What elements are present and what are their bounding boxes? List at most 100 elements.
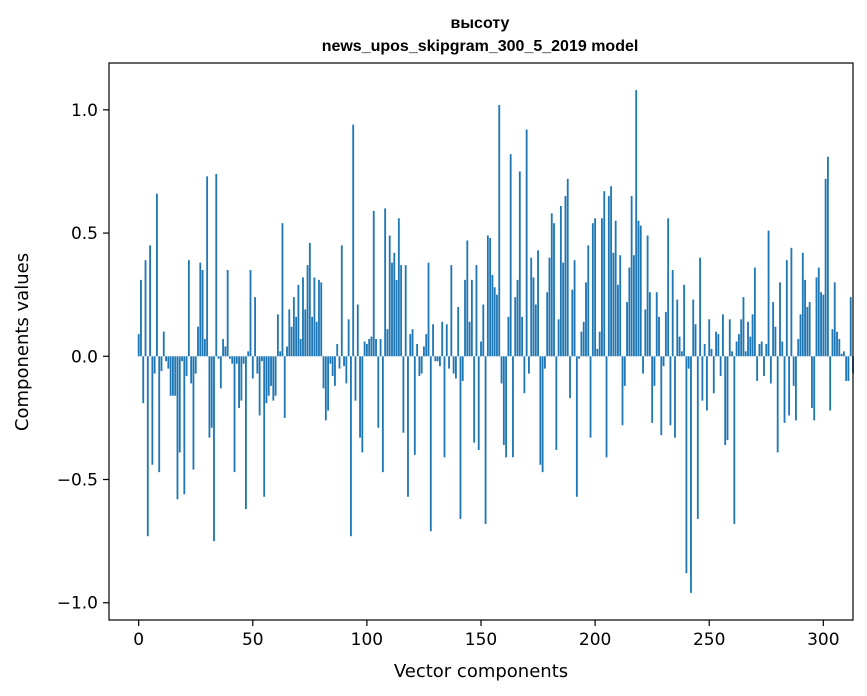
- bar-127: [427, 262, 430, 357]
- bar-161: [505, 356, 508, 458]
- bar-77: [313, 277, 316, 357]
- bar-56: [265, 356, 268, 404]
- bar-119: [409, 334, 412, 357]
- bar-183: [555, 356, 558, 450]
- bar-245: [696, 356, 699, 519]
- bar-132: [439, 356, 441, 367]
- bar-164: [512, 356, 514, 458]
- bar-92: [347, 319, 350, 357]
- bar-276: [767, 230, 770, 357]
- bar-4: [146, 356, 149, 537]
- bar-80: [320, 282, 323, 357]
- bar-34: [215, 173, 218, 357]
- bar-133: [441, 321, 444, 357]
- bar-121: [413, 356, 416, 455]
- bar-206: [607, 196, 610, 357]
- x-axis-ticks: 0 50 100 150 200 250 300: [133, 620, 840, 650]
- bar-212: [621, 356, 624, 426]
- bar-47: [245, 356, 247, 510]
- bar-157: [496, 294, 498, 357]
- bar-2: [142, 356, 145, 404]
- bar-32: [210, 356, 213, 428]
- bar-172: [530, 257, 533, 357]
- bar-125: [423, 346, 425, 357]
- bar-76: [311, 316, 314, 357]
- bar-70: [297, 284, 300, 357]
- bar-163: [509, 154, 512, 357]
- bar-10: [160, 356, 163, 372]
- bar-58: [270, 356, 272, 386]
- bar-149: [477, 356, 480, 450]
- bar-57: [267, 356, 270, 396]
- bar-18: [178, 356, 181, 453]
- bar-307: [838, 339, 841, 357]
- bar-67: [290, 326, 293, 357]
- bar-59: [272, 356, 275, 401]
- bar-174: [534, 304, 537, 357]
- bar-142: [461, 356, 464, 381]
- bar-308: [840, 353, 843, 357]
- bar-140: [457, 307, 460, 357]
- bar-48: [247, 351, 250, 357]
- bar-224: [648, 292, 651, 357]
- bar-159: [500, 356, 503, 384]
- bar-219: [637, 220, 640, 357]
- bar-262: [735, 341, 738, 357]
- x-axis-label: Vector components: [394, 661, 568, 682]
- bar-72: [302, 277, 304, 357]
- bar-120: [411, 329, 414, 357]
- bar-311: [847, 356, 850, 381]
- bar-79: [318, 279, 320, 357]
- bar-122: [416, 343, 419, 357]
- bar-301: [824, 178, 827, 357]
- bar-201: [596, 348, 599, 357]
- bar-162: [507, 316, 510, 357]
- bar-258: [726, 356, 729, 441]
- bar-22: [187, 260, 190, 357]
- bar-205: [605, 356, 608, 458]
- bar-151: [482, 304, 485, 357]
- bar-143: [464, 279, 466, 357]
- bar-94: [352, 124, 355, 357]
- bar-300: [822, 294, 825, 357]
- bar-145: [468, 321, 471, 357]
- bar-0: [137, 334, 140, 357]
- bar-29: [203, 339, 206, 357]
- bar-197: [587, 245, 590, 357]
- y-tick-label: 1.0: [71, 101, 98, 121]
- bar-93: [350, 356, 352, 537]
- bar-9: [158, 356, 161, 473]
- bar-109: [386, 329, 389, 357]
- bar-27: [199, 262, 202, 357]
- bar-160: [502, 356, 505, 446]
- bar-293: [806, 307, 809, 357]
- bar-54: [261, 356, 263, 362]
- bar-171: [528, 356, 530, 374]
- bar-154: [489, 237, 492, 357]
- bar-90: [343, 356, 345, 367]
- bar-296: [813, 356, 816, 421]
- bar-28: [201, 270, 204, 357]
- bar-53: [258, 356, 261, 416]
- bar-20: [183, 356, 186, 495]
- bar-294: [808, 302, 811, 357]
- bar-74: [306, 265, 309, 357]
- bar-43: [235, 356, 238, 364]
- y-tick-label: 0.5: [71, 224, 98, 244]
- bar-114: [397, 218, 400, 357]
- bar-264: [740, 319, 743, 357]
- bar-180: [548, 257, 551, 357]
- bar-30: [206, 176, 209, 357]
- bar-69: [295, 316, 298, 357]
- bar-263: [737, 334, 740, 357]
- bar-46: [242, 356, 245, 364]
- bar-269: [751, 314, 754, 357]
- bar-112: [393, 252, 396, 357]
- bar-14: [169, 356, 172, 396]
- bar-44: [238, 356, 240, 409]
- bar-266: [744, 351, 747, 357]
- bar-36: [219, 356, 222, 389]
- bar-55: [263, 356, 266, 497]
- bar-170: [525, 129, 528, 357]
- bar-88: [338, 356, 341, 369]
